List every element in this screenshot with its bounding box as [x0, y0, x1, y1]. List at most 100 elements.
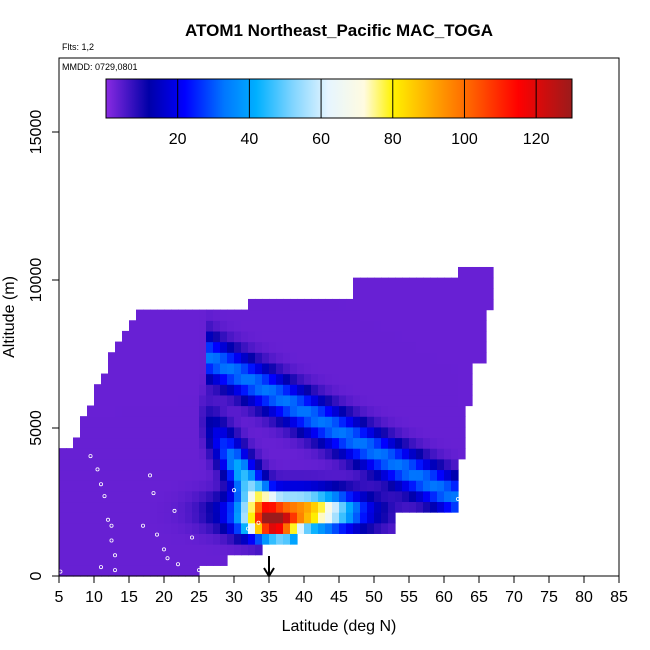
heatmap-cell: [332, 469, 340, 481]
heatmap-cell: [122, 341, 130, 353]
heatmap-cell: [332, 352, 340, 364]
heatmap-cell: [262, 330, 270, 343]
heatmap-cell: [423, 469, 431, 481]
heatmap-cell: [451, 426, 459, 439]
heatmap-cell: [283, 522, 291, 534]
heatmap-cell: [206, 384, 214, 396]
heatmap-cell: [346, 405, 354, 417]
heatmap-cell: [276, 362, 284, 375]
heatmap-cell: [129, 373, 137, 385]
heatmap-cell: [87, 533, 95, 545]
x-tick-label: 50: [365, 589, 383, 606]
heatmap-cell: [122, 469, 130, 481]
heatmap-cell: [150, 501, 158, 513]
heatmap-cell: [269, 362, 277, 375]
heatmap-cell: [255, 533, 263, 545]
heatmap-cell: [129, 544, 137, 556]
heatmap-cell: [171, 341, 179, 353]
heatmap-cell: [80, 544, 88, 556]
heatmap-cell: [423, 288, 431, 300]
heatmap-cell: [451, 362, 459, 375]
heatmap-cell: [101, 480, 109, 492]
heatmap-cell: [451, 416, 459, 428]
heatmap-cell: [269, 490, 277, 503]
heatmap-cell: [325, 469, 333, 481]
heatmap-cell: [248, 490, 256, 503]
heatmap-cell: [262, 522, 270, 534]
heatmap-cell: [409, 384, 417, 396]
heatmap-cell: [332, 448, 340, 460]
heatmap-cell: [115, 469, 123, 481]
heatmap-cell: [234, 341, 242, 353]
x-tick-label: 25: [190, 589, 208, 606]
heatmap-cell: [199, 522, 207, 534]
heatmap-cell: [276, 320, 284, 332]
heatmap-cell: [248, 362, 256, 375]
heatmap-cell: [199, 341, 207, 353]
heatmap-cell: [157, 448, 165, 460]
heatmap-cell: [353, 384, 361, 396]
heatmap-cell: [87, 554, 95, 566]
heatmap-cell: [87, 469, 95, 481]
heatmap-cell: [458, 330, 466, 343]
heatmap-cell: [367, 330, 375, 343]
heatmap-cell: [283, 512, 291, 524]
heatmap-cell: [150, 544, 158, 556]
heatmap-cell: [269, 341, 277, 353]
heatmap-cell: [381, 352, 389, 364]
heatmap-cell: [346, 426, 354, 439]
heatmap-cell: [304, 298, 312, 311]
heatmap-cell: [164, 480, 172, 492]
heatmap-cell: [269, 533, 277, 545]
heatmap-cell: [157, 554, 165, 566]
heatmap-cell: [255, 341, 263, 353]
heatmap-cell: [178, 469, 186, 481]
heatmap-cell: [332, 394, 340, 407]
heatmap-cell: [374, 480, 382, 492]
heatmap-cell: [297, 405, 305, 417]
heatmap-cell: [206, 330, 214, 343]
heatmap-cell: [353, 458, 361, 471]
heatmap-cell: [395, 437, 403, 449]
heatmap-cell: [304, 501, 312, 513]
heatmap-cell: [66, 522, 74, 534]
heatmap-cell: [262, 437, 270, 449]
sample-point: [109, 523, 114, 528]
heatmap-cell: [206, 405, 214, 417]
heatmap-cell: [283, 533, 291, 545]
heatmap-cell: [227, 501, 235, 513]
heatmap-cell: [360, 458, 368, 471]
heatmap-cell: [325, 298, 333, 311]
heatmap-cell: [80, 565, 88, 577]
heatmap-cell: [157, 362, 165, 375]
heatmap-cell: [353, 298, 361, 311]
heatmap-cell: [360, 277, 368, 289]
heatmap-cell: [423, 437, 431, 449]
heatmap-cell: [80, 522, 88, 534]
heatmap-cell: [73, 458, 81, 471]
heatmap-cell: [465, 373, 473, 385]
heatmap-cell: [283, 458, 291, 471]
heatmap-cell: [66, 533, 74, 545]
heatmap-cell: [73, 501, 81, 513]
heatmap-cell: [115, 522, 123, 534]
heatmap-cell: [395, 288, 403, 300]
heatmap-cell: [157, 341, 165, 353]
heatmap-cell: [269, 405, 277, 417]
heatmap-cell: [192, 490, 200, 503]
heatmap-cell: [381, 384, 389, 396]
heatmap-cell: [304, 320, 312, 332]
heatmap-cell: [409, 320, 417, 332]
heatmap-cell: [416, 341, 424, 353]
heatmap-cell: [430, 320, 438, 332]
heatmap-cell: [87, 490, 95, 503]
heatmap-cell: [143, 394, 151, 407]
heatmap-cell: [143, 458, 151, 471]
heatmap-cell: [388, 469, 396, 481]
heatmap-cell: [185, 437, 193, 449]
heatmap-cell: [451, 394, 459, 407]
heatmap-cell: [129, 480, 137, 492]
heatmap-cell: [73, 490, 81, 503]
heatmap-cell: [346, 309, 354, 321]
y-axis: 0 5000 10000 15000: [28, 110, 59, 580]
